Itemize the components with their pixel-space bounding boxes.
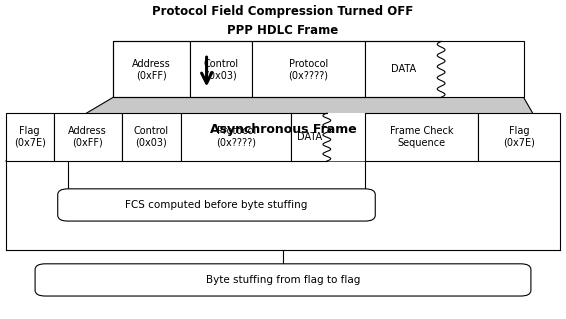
Text: Flag
(0x7E): Flag (0x7E) — [14, 126, 46, 148]
Bar — [478, 113, 560, 161]
Text: Byte stuffing from flag to flag: Byte stuffing from flag to flag — [206, 275, 360, 285]
Bar — [252, 41, 365, 97]
Bar — [365, 113, 478, 161]
Bar — [54, 113, 122, 161]
Bar — [365, 41, 524, 97]
Text: Protocol
(0x????): Protocol (0x????) — [289, 59, 328, 80]
Text: Frame Check
Sequence: Frame Check Sequence — [390, 126, 453, 148]
Bar — [190, 41, 252, 97]
Bar — [6, 113, 54, 161]
FancyBboxPatch shape — [35, 264, 531, 296]
Bar — [122, 113, 181, 161]
Text: Asynchronous Frame: Asynchronous Frame — [209, 123, 357, 136]
Bar — [113, 41, 524, 97]
Text: Address
(0xFF): Address (0xFF) — [68, 126, 107, 148]
Text: DATA: DATA — [297, 132, 321, 142]
Polygon shape — [6, 97, 560, 161]
Text: Flag
(0x7E): Flag (0x7E) — [503, 126, 535, 148]
Text: Control
(0x03): Control (0x03) — [203, 59, 238, 80]
Bar — [113, 41, 190, 97]
Text: Protocol
(0x????): Protocol (0x????) — [216, 126, 256, 148]
Text: Control
(0x03): Control (0x03) — [134, 126, 169, 148]
Text: Address
(0xFF): Address (0xFF) — [132, 59, 171, 80]
Text: FCS computed before byte stuffing: FCS computed before byte stuffing — [125, 200, 308, 210]
Text: PPP HDLC Frame: PPP HDLC Frame — [228, 24, 338, 37]
Bar — [291, 113, 365, 161]
Text: DATA: DATA — [391, 64, 415, 74]
Bar — [181, 113, 291, 161]
Text: Protocol Field Compression Turned OFF: Protocol Field Compression Turned OFF — [152, 5, 414, 18]
FancyBboxPatch shape — [58, 189, 375, 221]
